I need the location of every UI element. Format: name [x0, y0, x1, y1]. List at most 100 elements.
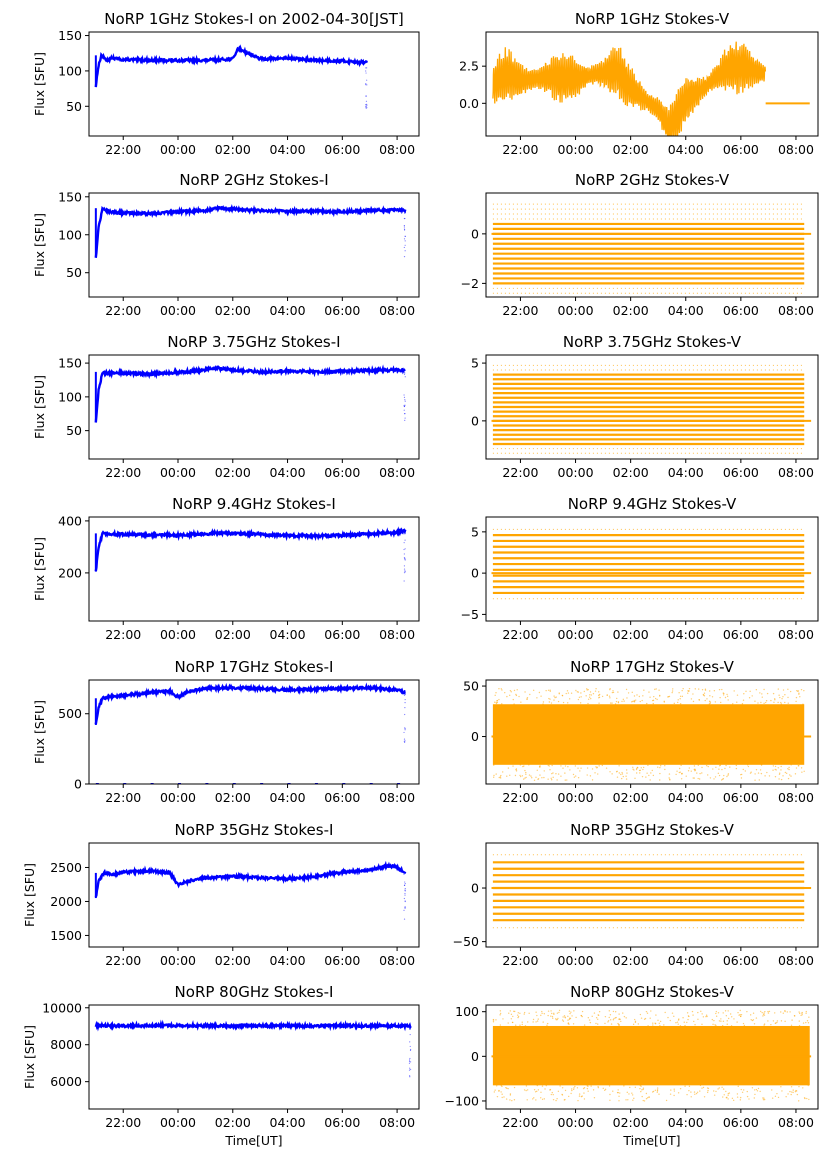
data-point [640, 767, 642, 769]
data-point [740, 773, 742, 776]
data-point [636, 694, 638, 696]
data-point [659, 1024, 661, 1027]
data-point [595, 688, 597, 690]
data-point [664, 1011, 666, 1014]
data-point [545, 1084, 548, 1087]
data-point [790, 1086, 793, 1088]
data-point [641, 775, 644, 778]
data-point [736, 701, 738, 703]
data-point [514, 1024, 517, 1026]
data-point [598, 691, 600, 693]
data-point [780, 701, 782, 704]
data-point [648, 774, 650, 777]
data-point [731, 1097, 734, 1100]
data-point [519, 775, 522, 778]
data-point [561, 1019, 564, 1021]
data-point [714, 701, 717, 703]
data-point [404, 235, 406, 238]
data-point [507, 1087, 509, 1090]
data-point [763, 702, 765, 704]
data-point [501, 689, 503, 691]
data-point [601, 764, 604, 767]
data-point [499, 777, 502, 779]
data-point [706, 1091, 709, 1094]
data-point [623, 700, 625, 702]
axes-frame [88, 679, 420, 785]
y-axis-label: Flux [SFU] [32, 375, 47, 439]
data-point [745, 690, 747, 693]
x-tick-label: 06:00 [324, 465, 360, 480]
data-point [795, 700, 797, 703]
data-point [609, 1099, 611, 1101]
data-point [523, 765, 525, 767]
y-tick-label: −50 [453, 934, 479, 949]
data-point [695, 1092, 698, 1095]
data-point [577, 767, 579, 769]
data-point [640, 1017, 643, 1019]
data-point [715, 1090, 717, 1093]
data-point [732, 1099, 735, 1102]
data-point [625, 775, 627, 777]
data-point [570, 692, 573, 694]
data-point [751, 695, 753, 697]
data-point [632, 766, 634, 769]
data-point [404, 892, 406, 895]
data-point [787, 688, 789, 691]
axes-frame [88, 1004, 420, 1110]
data-point [409, 1076, 411, 1078]
data-point [700, 1010, 702, 1013]
data-point [806, 1020, 809, 1022]
data-point [642, 768, 644, 771]
data-point [788, 766, 790, 769]
data-point [581, 1010, 584, 1013]
data-point [618, 1025, 620, 1027]
stokes-i-trace [94, 682, 406, 725]
data-point [652, 774, 655, 777]
x-tick-label: 00:00 [160, 1115, 196, 1130]
data-point [509, 774, 511, 776]
data-point [762, 1099, 765, 1101]
data-point [535, 1011, 537, 1013]
data-point [403, 256, 406, 258]
data-point [556, 1012, 559, 1014]
data-point [801, 1011, 803, 1014]
data-point [550, 702, 553, 704]
data-point [729, 766, 731, 768]
data-point [727, 1017, 730, 1020]
data-series [491, 687, 812, 781]
data-point [562, 1016, 564, 1018]
panel-title: NoRP 17GHz Stokes-I [175, 658, 334, 676]
data-point [579, 770, 581, 772]
data-point [750, 771, 752, 773]
data-point [649, 779, 651, 781]
data-point [698, 778, 701, 780]
data-point [701, 1023, 703, 1025]
data-point [712, 768, 714, 770]
data-point [693, 1020, 695, 1023]
data-point [757, 772, 760, 774]
data-point [404, 900, 406, 902]
data-point [404, 240, 406, 242]
data-point [533, 1088, 536, 1091]
data-point [591, 1015, 593, 1018]
data-point [611, 702, 613, 704]
data-point [605, 767, 608, 769]
data-point [722, 694, 725, 696]
data-point [404, 559, 406, 561]
data-point [620, 1020, 622, 1023]
data-point [580, 1014, 582, 1017]
data-point [633, 695, 636, 697]
data-point [365, 67, 367, 69]
data-point [697, 777, 699, 780]
data-point [537, 1089, 540, 1091]
data-point [594, 690, 597, 692]
data-point [598, 694, 600, 697]
data-point [706, 698, 708, 700]
data-point [717, 1012, 720, 1014]
panel-title: NoRP 1GHz Stokes-I on 2002-04-30[JST] [104, 10, 404, 28]
data-point [553, 699, 555, 701]
data-point [684, 1024, 686, 1027]
data-point [626, 1091, 628, 1094]
panel-title: NoRP 1GHz Stokes-V [575, 10, 730, 28]
data-point [409, 1041, 411, 1043]
